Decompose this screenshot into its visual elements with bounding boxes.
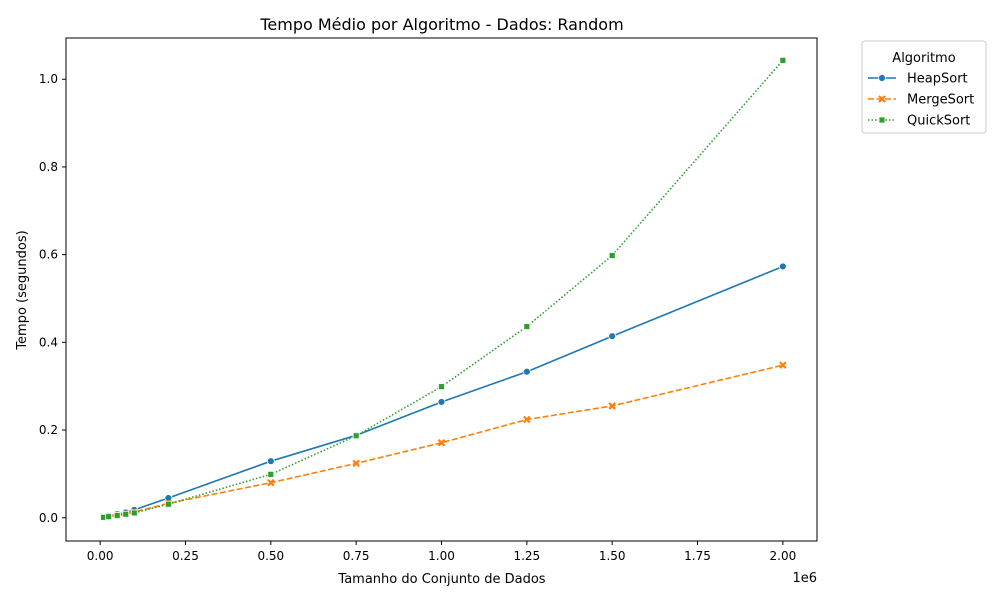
legend-title: Algoritmo — [892, 51, 955, 66]
legend-entry-mergesort: MergeSort — [868, 93, 974, 108]
data-point-mergesort-shape — [779, 361, 787, 369]
legend-marker — [878, 74, 886, 82]
x-tick-label: 1.75 — [684, 549, 711, 563]
legend-label: QuickSort — [907, 114, 970, 129]
y-tick-label: 1.0 — [39, 72, 58, 86]
legend-entry-heapsort: HeapSort — [868, 72, 968, 87]
data-point-mergesort — [779, 361, 787, 369]
data-point-mergesort — [267, 478, 275, 487]
data-point-quicksort — [113, 512, 121, 519]
y-tick-label: 0.6 — [39, 248, 58, 262]
data-point-quicksort — [105, 513, 113, 521]
data-point-mergesort — [352, 459, 360, 468]
data-point-quicksort — [267, 470, 275, 478]
data-point-quicksort — [165, 500, 172, 508]
x-tick-label: 0.25 — [172, 549, 199, 563]
legend: Algoritmo HeapSort MergeSort QuickSort — [861, 40, 987, 134]
legend-marker-shape — [878, 95, 886, 103]
chart-title: Tempo Médio por Algoritmo - Dados: Rando… — [259, 15, 623, 34]
data-point-heapsort — [522, 367, 531, 376]
y-tick-label: 0.8 — [39, 160, 58, 174]
x-axis-offset-label: 1e6 — [792, 571, 817, 586]
x-axis-label: Tamanho do Conjunto de Dados — [337, 572, 545, 587]
legend-marker — [878, 95, 886, 103]
y-tick-label: 0.0 — [39, 511, 58, 525]
data-point-heapsort — [608, 332, 617, 341]
x-tick-label: 1.25 — [513, 549, 540, 563]
data-point-quicksort — [779, 56, 787, 64]
series-quicksort — [100, 56, 787, 521]
data-point-mergesort-shape — [437, 438, 446, 447]
data-point-mergesort-shape — [352, 459, 360, 468]
data-point-mergesort-shape — [608, 402, 616, 410]
data-point-mergesort — [437, 438, 446, 447]
data-point-heapsort — [266, 457, 275, 466]
x-tick-label: 0.75 — [343, 549, 370, 563]
y-tick-label: 0.4 — [39, 335, 58, 349]
x-tick-label: 1.50 — [599, 549, 626, 563]
x-tick-label: 1.00 — [428, 549, 455, 563]
data-point-mergesort — [523, 415, 531, 424]
legend-label: HeapSort — [907, 72, 968, 87]
data-point-mergesort-shape — [267, 478, 275, 487]
x-tick-label: 0.50 — [257, 549, 284, 563]
x-tick-label: 0.00 — [87, 549, 114, 563]
legend-entry-quicksort: QuickSort — [868, 114, 970, 129]
legend-label: MergeSort — [907, 93, 974, 108]
x-tick-label: 2.00 — [770, 549, 797, 563]
data-point-mergesort — [608, 402, 616, 410]
legend-marker — [878, 116, 886, 124]
data-point-mergesort-shape — [523, 415, 531, 424]
y-axis-label: Tempo (segundos) — [15, 230, 30, 350]
series-line-quicksort — [103, 59, 784, 519]
y-tick-label: 0.2 — [39, 423, 58, 437]
data-point-quicksort — [438, 383, 445, 391]
plot-area: 0.00 0.25 0.50 0.75 1.00 1.25 1.50 1.75 2.00 0.0 0… — [39, 37, 818, 563]
data-point-heapsort — [778, 262, 787, 271]
data-point-quicksort — [523, 323, 531, 330]
legend-frame — [861, 40, 987, 134]
data-point-heapsort — [437, 398, 446, 406]
data-point-quicksort — [608, 252, 616, 259]
data-point-quicksort — [122, 510, 130, 518]
data-point-quicksort — [352, 432, 360, 440]
data-point-quicksort — [130, 509, 138, 517]
